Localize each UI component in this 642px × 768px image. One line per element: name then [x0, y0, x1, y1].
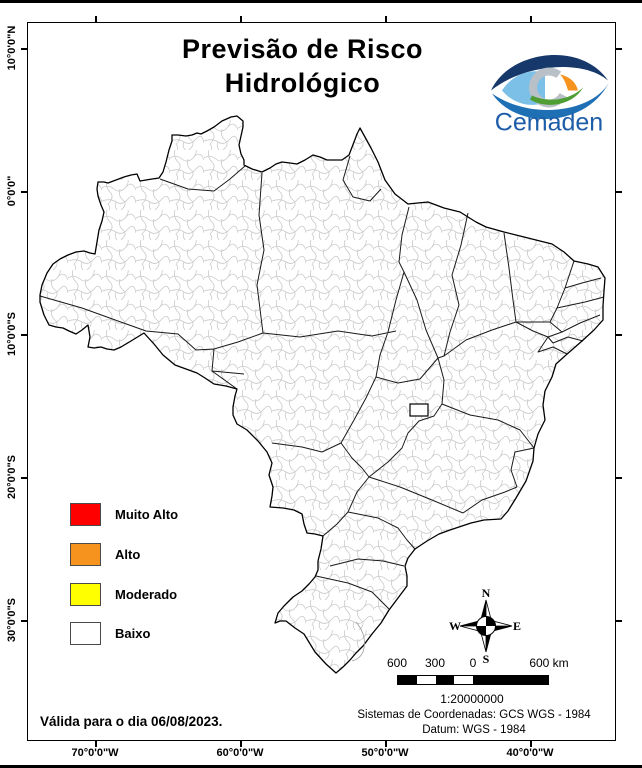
legend-swatch-moderado — [70, 582, 101, 606]
legend-item-baixo: Baixo — [70, 621, 150, 645]
coordinate-system-text: Sistemas de Coordenadas: GCS WGS - 1984 … — [334, 708, 614, 738]
brazil-map — [39, 115, 606, 674]
scale-ratio: 1:20000000 — [440, 692, 504, 706]
compass-n-label: N — [482, 588, 491, 600]
title-line-2: Hidrológico — [224, 68, 381, 98]
compass-w-label: W — [449, 619, 461, 633]
compass-rose: N S W E — [448, 588, 524, 664]
legend-item-alto: Alto — [70, 542, 140, 566]
cemaden-eye-icon: Cemaden — [491, 55, 609, 137]
longitude-tick — [530, 16, 532, 22]
scale-bar-graphic — [397, 675, 549, 685]
legend-swatch-alto — [70, 542, 101, 566]
scale-label-0: 0 — [469, 656, 477, 670]
longitude-label: 40°0'0"W — [506, 747, 554, 759]
scale-label-300: 300 — [424, 656, 446, 670]
longitude-tick — [95, 741, 97, 747]
latitude-tick — [616, 48, 622, 50]
coordinate-system-line: Sistemas de Coordenadas: GCS WGS - 1984 — [357, 709, 591, 721]
longitude-tick — [385, 741, 387, 747]
longitude-label: 50°0'0"W — [361, 747, 409, 759]
latitude-label: 10°0'0"S — [6, 311, 18, 357]
latitude-label: 0°0'0" — [6, 175, 18, 207]
longitude-tick — [240, 16, 242, 22]
latitude-tick — [21, 620, 27, 622]
latitude-label: 20°0'0"S — [6, 454, 18, 500]
title-line-1: Previsão de Risco — [181, 34, 424, 64]
compass-s-label: S — [483, 652, 490, 664]
legend-item-moderado: Moderado — [70, 582, 177, 606]
latitude-tick — [21, 191, 27, 193]
scale-label-600-km: 600 km — [529, 656, 569, 670]
longitude-tick — [530, 741, 532, 747]
bottom-edge-bar — [0, 765, 642, 768]
state-borders — [39, 155, 605, 610]
latitude-tick — [21, 477, 27, 479]
scale-bar: 600 300 0 600 km 1:20000000 — [386, 656, 569, 706]
scale-segment — [454, 676, 473, 684]
scale-segment — [473, 676, 548, 684]
distrito-federal — [409, 403, 429, 417]
latitude-label: 30°0'0"S — [6, 597, 18, 643]
lagoon-line — [351, 621, 365, 662]
latitude-tick — [616, 620, 622, 622]
legend-label: Alto — [115, 546, 141, 562]
longitude-tick — [385, 16, 387, 22]
longitude-tick — [95, 16, 97, 22]
scale-segment — [416, 676, 436, 684]
scale-segment — [398, 676, 417, 684]
top-edge-bar — [0, 0, 642, 3]
scale-segment — [435, 676, 455, 684]
legend-label: Moderado — [115, 586, 178, 602]
legend-swatch-muito-alto — [70, 502, 101, 526]
latitude-tick — [616, 477, 622, 479]
legend-label: Muito Alto — [115, 506, 179, 522]
latitude-tick — [21, 48, 27, 50]
latitude-tick — [616, 334, 622, 336]
longitude-label: 60°0'0"W — [216, 747, 264, 759]
page-title: Previsão de Risco Hidrológico — [130, 32, 475, 100]
cemaden-logo: Cemaden — [487, 38, 613, 138]
scale-label-600-left: 600 — [386, 656, 408, 670]
legend-swatch-baixo — [70, 621, 101, 645]
brazil-outline-stroke — [39, 115, 606, 674]
latitude-tick — [616, 191, 622, 193]
latitude-label: 10°0'0"N — [6, 25, 18, 71]
cemaden-logo-text: Cemaden — [495, 109, 603, 137]
datum-line: Datum: WGS - 1984 — [422, 724, 526, 736]
north-arrow-icon: N S W E — [449, 588, 521, 664]
longitude-tick — [240, 741, 242, 747]
legend-label: Baixo — [115, 625, 151, 641]
latitude-tick — [21, 334, 27, 336]
legend-item-muito-alto: Muito Alto — [70, 502, 178, 526]
longitude-label: 70°0'0"W — [71, 747, 119, 759]
validity-date-text: Válida para o dia 06/08/2023. — [40, 714, 223, 729]
compass-e-label: E — [513, 619, 521, 633]
